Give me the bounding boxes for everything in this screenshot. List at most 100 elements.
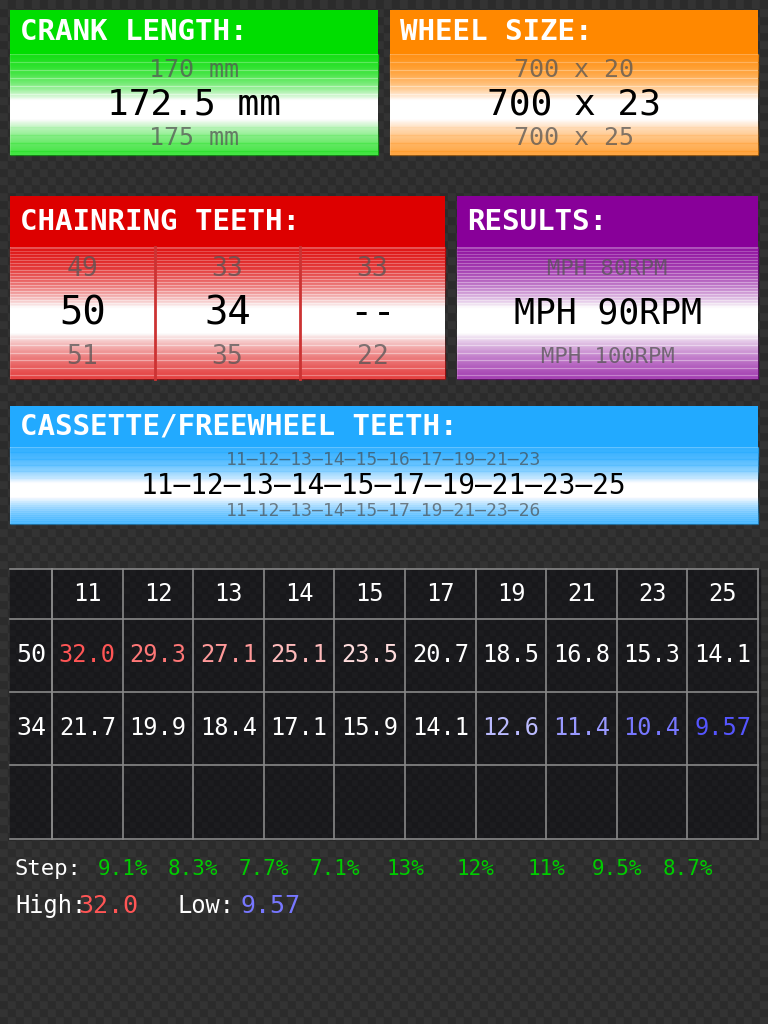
Bar [412,611,418,617]
Bar [256,312,264,319]
Bar [76,689,82,695]
Bar [128,104,136,112]
Bar [40,456,48,464]
Bar [440,512,448,520]
Bar [556,749,562,755]
Bar [664,664,672,672]
Bar [168,664,176,672]
Bar [142,755,148,761]
Bar [448,536,456,544]
Bar [400,912,408,920]
Bar [760,304,768,312]
Bar [160,611,166,617]
Bar [560,424,568,432]
Bar [392,856,400,864]
Bar [40,432,48,440]
Bar [178,761,184,767]
Bar [412,653,418,659]
Bar [664,232,672,240]
Bar [216,792,224,800]
Bar [352,831,360,840]
Bar [40,593,46,599]
Bar [632,440,640,449]
Bar [48,200,56,208]
Bar [196,671,202,677]
Bar [584,800,592,808]
Bar [208,400,216,408]
Bar [310,629,316,635]
Bar [124,671,130,677]
Bar [528,936,536,944]
Bar [610,629,616,635]
Bar [96,408,104,416]
Bar [248,488,256,496]
Bar [34,767,40,773]
Bar [250,809,256,815]
Bar [232,611,238,617]
Bar [184,575,190,581]
Bar [250,575,256,581]
Bar [128,728,136,736]
Bar [670,623,676,629]
Bar [328,552,336,560]
Bar [536,449,544,456]
Bar [720,952,728,961]
Bar [240,672,248,680]
Bar [424,831,432,840]
Bar [64,32,72,40]
Bar [648,904,656,912]
Bar [586,665,592,671]
Bar [136,944,144,952]
Bar [274,617,280,623]
Bar [160,791,166,797]
Bar [336,920,344,928]
Bar [560,63,568,72]
Bar [136,328,144,336]
Bar [322,749,328,755]
Bar [544,344,552,352]
Bar [82,593,88,599]
Bar [648,856,656,864]
Bar [688,104,696,112]
Bar [394,785,400,791]
Bar [264,928,272,936]
Bar [376,32,384,40]
Bar [112,976,120,984]
Bar [600,24,608,32]
Bar [456,328,464,336]
Bar [328,888,336,896]
Bar [166,581,172,587]
Bar [640,24,648,32]
Bar [200,144,208,152]
Bar [56,248,64,256]
Bar [168,0,176,8]
Bar [496,629,502,635]
Bar [94,737,100,743]
Bar [720,440,728,449]
Bar [688,725,694,731]
Bar [368,152,376,160]
Bar [526,671,532,677]
Bar [744,368,752,376]
Bar [520,767,526,773]
Bar [192,624,200,632]
Bar [752,344,760,352]
Bar [616,16,624,24]
Bar [584,344,592,352]
Bar [672,120,680,128]
Bar [622,695,628,701]
Bar [484,833,490,839]
Bar [250,821,256,827]
Bar [202,815,208,821]
Bar [688,152,696,160]
Bar [680,705,688,712]
Bar [496,32,504,40]
Bar [392,672,400,680]
Bar [232,504,240,512]
Bar [608,552,616,560]
Bar [368,312,376,319]
Bar [720,384,728,392]
Bar [526,635,532,641]
Bar [528,575,536,584]
Bar [124,599,130,605]
